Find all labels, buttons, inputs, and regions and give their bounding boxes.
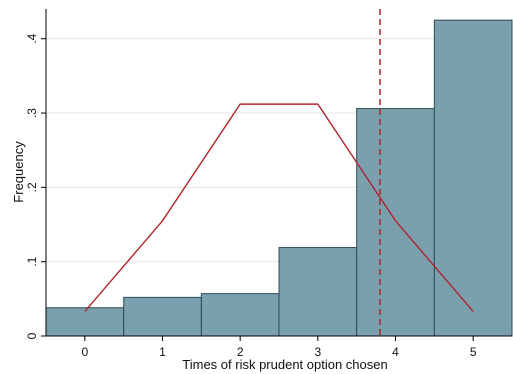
x-tick-label-2: 2 xyxy=(237,345,244,359)
y-tick-label-3: .3 xyxy=(25,108,39,118)
density-line xyxy=(84,103,474,312)
bar-layer xyxy=(45,19,513,337)
x-tick-label-1: 1 xyxy=(159,345,166,359)
bar-4 xyxy=(356,108,435,337)
y-axis-title: Frequency xyxy=(11,141,26,203)
line-layer xyxy=(84,9,474,336)
x-tick-label-3: 3 xyxy=(314,345,321,359)
axis-layer: 0 .1 .2 .3 .4 0 1 2 3 4 5 xyxy=(25,9,512,359)
bar-3 xyxy=(278,247,358,337)
x-tick-label-0: 0 xyxy=(81,345,88,359)
y-tick-label-4: .4 xyxy=(25,33,39,43)
bar-2 xyxy=(200,293,280,337)
bar-0 xyxy=(45,307,125,337)
y-tick-label-2: .2 xyxy=(25,182,39,192)
bar-5 xyxy=(433,19,513,337)
y-tick-label-1: .1 xyxy=(25,256,39,266)
x-axis-title: Times of risk prudent option chosen xyxy=(182,357,387,372)
y-tick-label-0: 0 xyxy=(25,332,39,339)
x-tick-label-5: 5 xyxy=(470,345,477,359)
x-tick-label-4: 4 xyxy=(392,345,399,359)
bar-1 xyxy=(123,296,202,337)
